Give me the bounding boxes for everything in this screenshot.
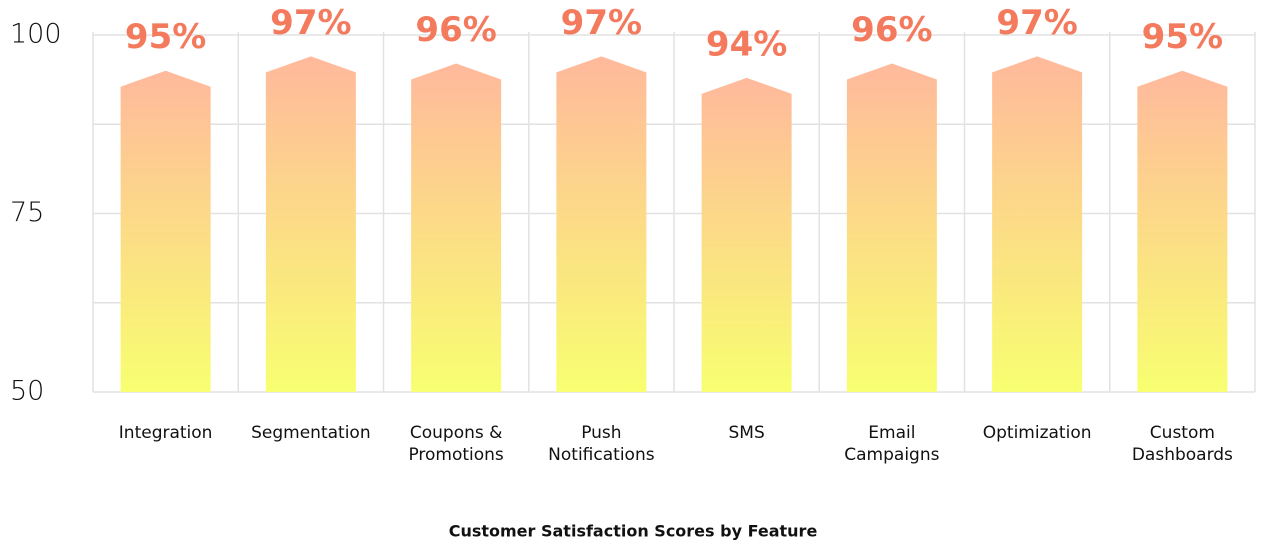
x-tick-label: Email Campaigns [844, 423, 939, 465]
bar [556, 56, 647, 393]
x-tick-label: Coupons & Promotions [408, 423, 503, 465]
x-tick-label: Custom Dashboards [1132, 423, 1233, 465]
x-tick-label: SMS [729, 423, 765, 443]
y-tick-label: 75 [10, 197, 44, 228]
bar [265, 56, 356, 393]
y-tick-label: 50 [10, 376, 44, 407]
value-label: 96% [851, 10, 932, 50]
bar [120, 70, 211, 392]
value-label: 97% [561, 3, 642, 43]
chart-title: Customer Satisfaction Scores by Feature [449, 522, 818, 541]
value-label: 94% [706, 24, 787, 64]
value-label: 95% [125, 17, 206, 57]
value-label: 97% [270, 3, 351, 43]
value-label: 95% [1142, 17, 1223, 57]
x-tick-label: Push Notifications [548, 423, 655, 465]
value-label: 97% [996, 3, 1077, 43]
x-tick-label: Segmentation [251, 423, 370, 443]
bar [846, 63, 937, 393]
bar [701, 77, 792, 392]
bar [1137, 70, 1228, 392]
bar [992, 56, 1083, 393]
y-tick-label: 100 [10, 19, 62, 50]
value-label: 96% [415, 10, 496, 50]
bar [411, 63, 502, 393]
x-tick-label: Optimization [983, 423, 1092, 443]
x-tick-label: Integration [119, 423, 213, 443]
